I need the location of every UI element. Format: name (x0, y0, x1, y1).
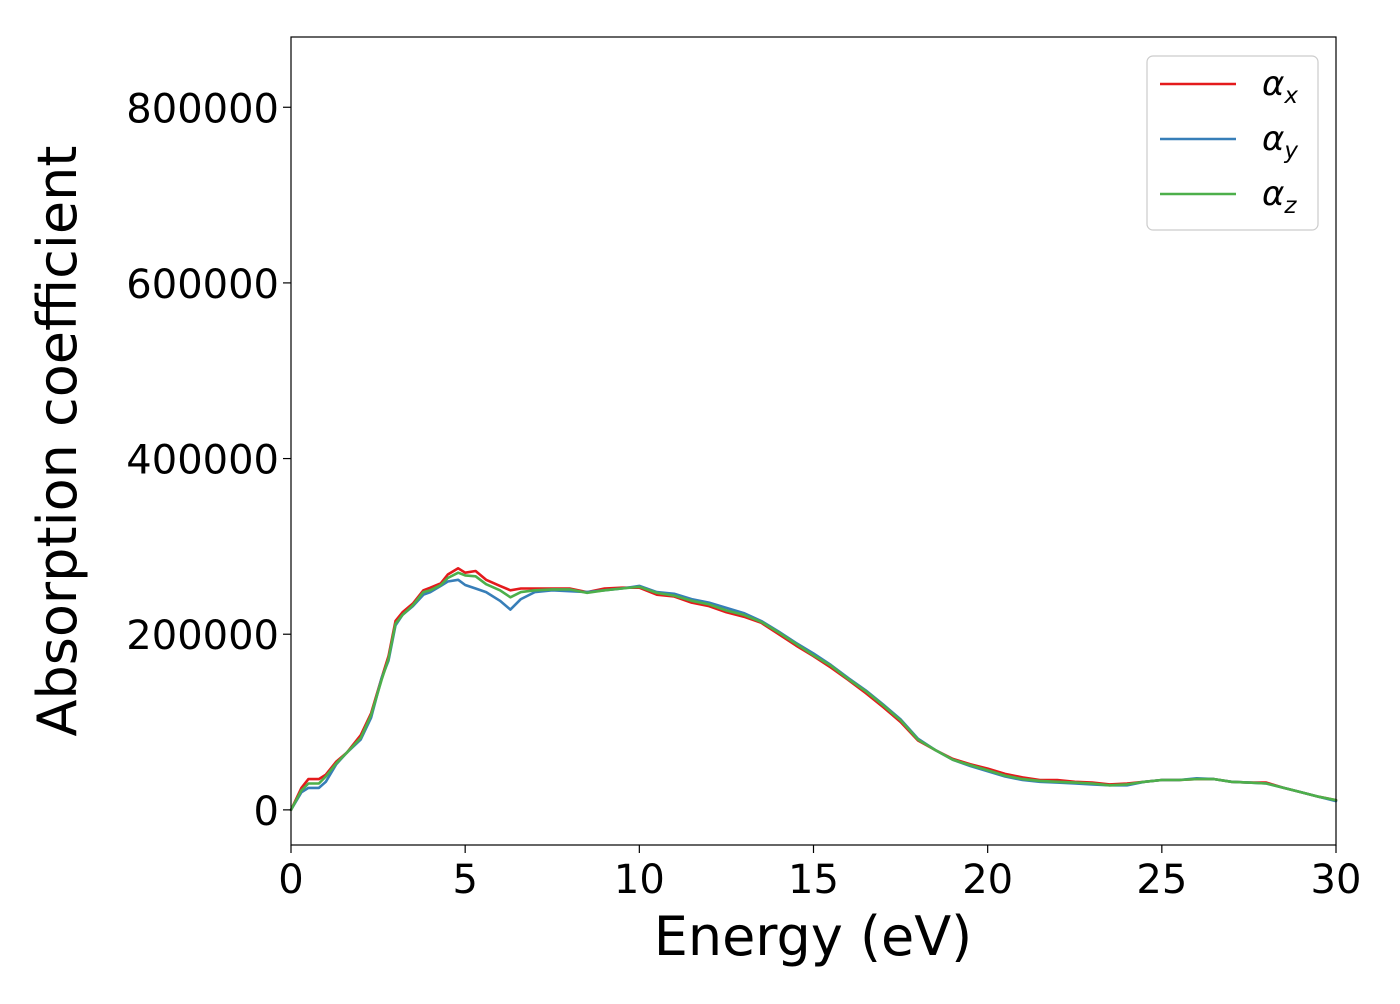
y-tick-label: 400000 (126, 438, 279, 484)
x-tick-label: 20 (962, 857, 1013, 903)
legend-subscript: x (1283, 83, 1298, 109)
x-tick-label: 5 (452, 857, 477, 903)
series-layer (289, 566, 1338, 812)
legend-frame (1146, 55, 1319, 231)
ticks-layer: 0 5 10 15 20 25 30 0 200000 400000 600000 800000 (126, 86, 1361, 903)
x-axis-title: Energy (eV) (654, 905, 973, 968)
x-tick-label: 30 (1311, 857, 1362, 903)
legend-label-x: αx (1262, 64, 1298, 109)
y-tick-label: 200000 (126, 613, 279, 659)
y-tick-label: 600000 (126, 262, 279, 308)
series-line-z (289, 571, 1338, 812)
legend-subscript: z (1283, 193, 1297, 219)
legend-subscript: y (1283, 138, 1298, 164)
x-tick-label: 15 (788, 857, 839, 903)
y-tick-label: 800000 (126, 86, 279, 132)
x-tick-label: 0 (278, 857, 303, 903)
x-tick-label: 25 (1136, 857, 1187, 903)
y-tick-label: 0 (254, 789, 279, 835)
x-tick-label: 10 (614, 857, 665, 903)
y-axis-title: Absorption coefficient (26, 146, 89, 737)
